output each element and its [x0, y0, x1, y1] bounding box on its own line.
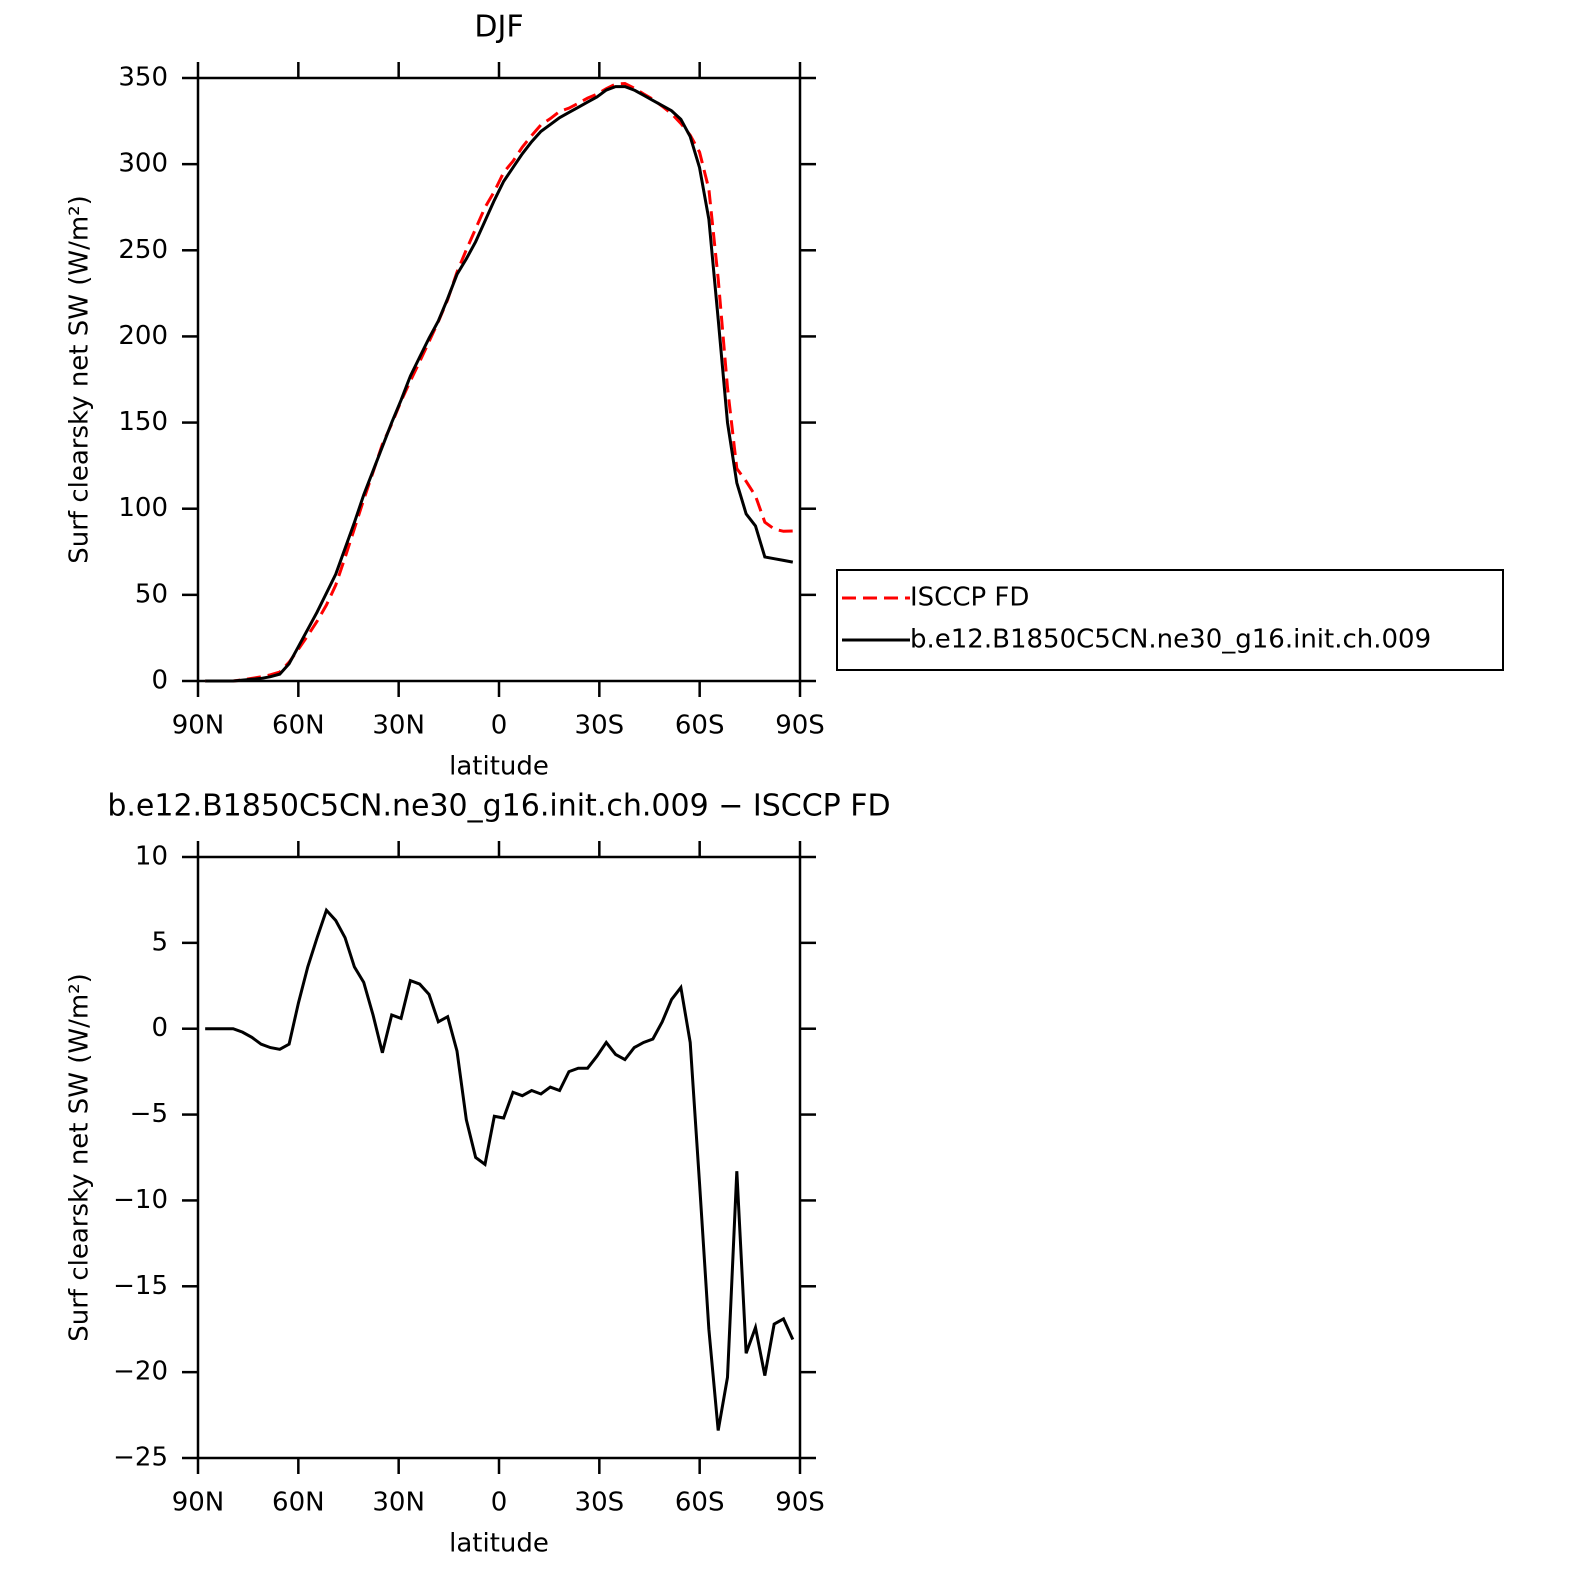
x-tick-label: 60S	[675, 1488, 725, 1518]
y-tick-label: −20	[113, 1357, 168, 1387]
y-tick-label: 100	[118, 493, 168, 523]
x-tick-label: 90N	[172, 711, 225, 741]
y-tick-label: 0	[151, 666, 168, 696]
x-tick-label: 60N	[272, 711, 325, 741]
x-axis-label: latitude	[449, 1529, 549, 1559]
x-tick-label: 30S	[575, 711, 625, 741]
x-tick-label: 30S	[575, 1488, 625, 1518]
legend-label: ISCCP FD	[910, 583, 1029, 613]
x-tick-label: 30N	[372, 711, 425, 741]
x-tick-label: 0	[491, 711, 508, 741]
y-tick-label: −5	[130, 1099, 168, 1129]
x-tick-label: 60S	[675, 711, 725, 741]
y-tick-label: 150	[118, 407, 168, 437]
x-tick-label: 90N	[172, 1488, 225, 1518]
data-line	[205, 907, 795, 1431]
y-axis-label: Surf clearsky net SW (W/m²)	[65, 195, 95, 563]
y-tick-label: 300	[118, 149, 168, 179]
data-line	[205, 85, 794, 683]
x-tick-label: 90S	[775, 1488, 825, 1518]
y-axis-label: Surf clearsky net SW (W/m²)	[65, 973, 95, 1341]
chart-title: b.e12.B1850C5CN.ne30_g16.init.ch.009 − I…	[107, 789, 890, 824]
y-tick-label: 50	[135, 579, 168, 609]
plot-frame	[196, 76, 802, 683]
plot-frame	[196, 855, 802, 1460]
y-tick-label: −15	[113, 1271, 168, 1301]
y-tick-label: 200	[118, 321, 168, 351]
data-line	[205, 81, 793, 683]
y-tick-label: −25	[113, 1443, 168, 1473]
chart-title: DJF	[474, 10, 523, 45]
x-tick-label: 60N	[272, 1488, 325, 1518]
legend-label: b.e12.B1850C5CN.ne30_g16.init.ch.009	[910, 625, 1431, 655]
y-tick-label: 350	[118, 63, 168, 93]
y-tick-label: 10	[135, 842, 168, 872]
x-tick-label: 0	[491, 1488, 508, 1518]
y-tick-label: 5	[151, 927, 168, 957]
y-tick-label: −10	[113, 1185, 168, 1215]
x-tick-label: 30N	[372, 1488, 425, 1518]
y-tick-label: 250	[118, 235, 168, 265]
y-tick-label: 0	[151, 1013, 168, 1043]
x-tick-label: 90S	[775, 711, 825, 741]
x-axis-label: latitude	[449, 752, 549, 782]
legend-box	[836, 569, 1504, 671]
